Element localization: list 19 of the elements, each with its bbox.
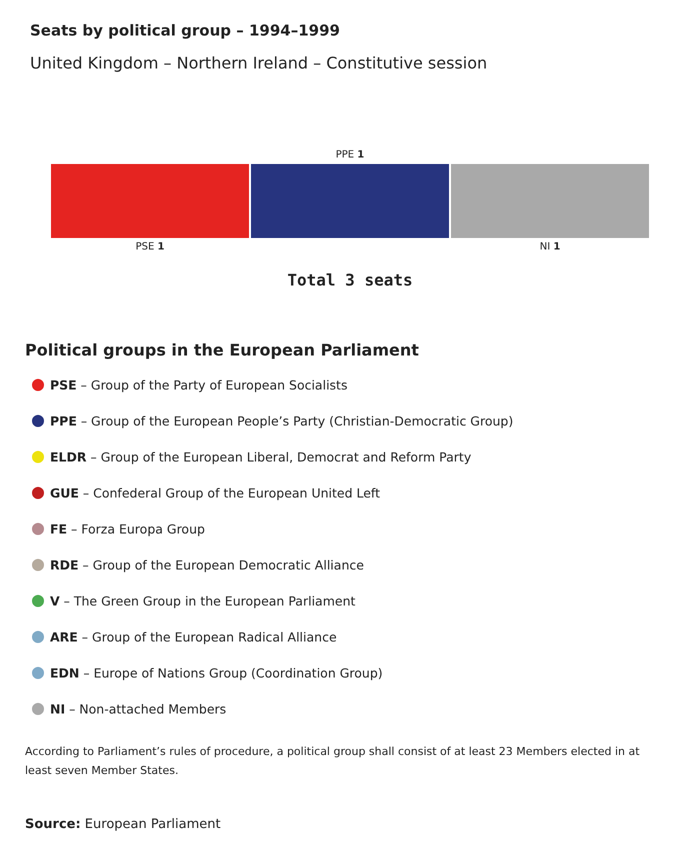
legend-label: V – The Green Group in the European Parliament xyxy=(50,594,356,608)
legend-label: PPE – Group of the European People’s Party (Christian-Democratic Group) xyxy=(50,414,514,428)
legend-label: RDE – Group of the European Democratic Alliance xyxy=(50,558,364,572)
legend-label: PSE – Group of the Party of European Socialists xyxy=(50,378,348,392)
data-label: PPE 1 xyxy=(336,150,364,160)
total-label: Total 3 seats xyxy=(287,270,413,290)
legend-label: GUE – Confederal Group of the European United Left xyxy=(50,486,380,500)
data-label: NI 1 xyxy=(540,242,560,252)
legend-label: EDN – Europe of Nations Group (Coordination Group) xyxy=(50,666,383,680)
legend-label: FE – Forza Europa Group xyxy=(50,522,206,536)
legend-label: NI – Non-attached Members xyxy=(50,702,226,716)
source-note: Source: European Parliament xyxy=(25,817,221,832)
chart-title: Seats by political group – 1994–1999 xyxy=(30,22,340,40)
data-label: PSE 1 xyxy=(136,242,164,252)
chart-subtitle: United Kingdom – Northern Ireland – Constitutive session xyxy=(30,54,488,72)
legend-title: Political groups in the European Parliament xyxy=(25,340,420,360)
legend-label: ARE – Group of the European Radical Alliance xyxy=(50,630,337,644)
legend-label: ELDR – Group of the European Liberal, Democrat and Reform Party xyxy=(50,450,472,464)
text: According to Parliament’s rules of procedure, a political group shall consist of at least 23 Members elected in at least seven Member States. xyxy=(25,745,644,777)
